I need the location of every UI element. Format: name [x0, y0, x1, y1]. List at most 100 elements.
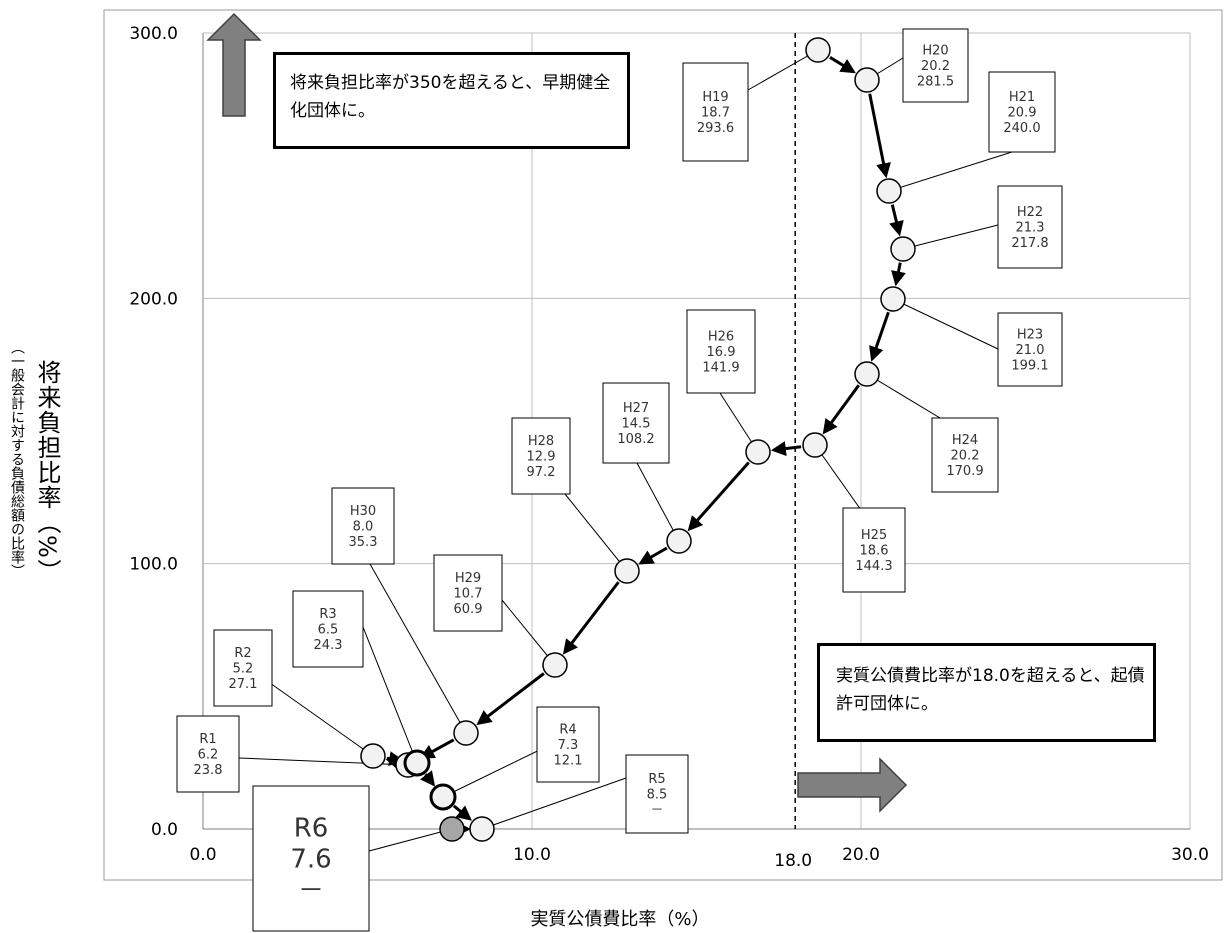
- point-label-text: R6: [294, 813, 329, 843]
- point-label-text: 8.5: [647, 788, 668, 803]
- trend-arrow: [829, 56, 856, 74]
- data-point: [429, 783, 457, 811]
- point-label-text: 170.9: [946, 464, 983, 479]
- x-axis-title: 実質公債費比率（%）: [530, 909, 710, 930]
- point-label-text: 35.3: [349, 535, 378, 550]
- point-label-text: 10.7: [454, 587, 483, 602]
- point-label-text: H24: [952, 433, 978, 448]
- point-label-text: 240.0: [1003, 121, 1040, 136]
- data-point: [360, 743, 386, 769]
- point-label-box: [842, 507, 906, 593]
- point-label-text: 7.3: [558, 738, 579, 753]
- leader-line: [814, 444, 867, 518]
- point-label-box: [536, 706, 600, 783]
- y-tick-label: 0.0: [151, 820, 178, 840]
- point-label-text: 108.2: [617, 432, 654, 447]
- trend-arrow: [638, 546, 668, 565]
- trend-arrow: [822, 384, 860, 435]
- data-point: [876, 178, 902, 204]
- data-point: [542, 652, 568, 678]
- trend-arrow: [420, 770, 436, 787]
- point-label-box: [997, 185, 1063, 269]
- point-label-text: 293.6: [697, 121, 734, 136]
- trend-arrow: [891, 262, 906, 287]
- y-tick-label: 200.0: [129, 289, 178, 309]
- point-label-box: [686, 309, 756, 394]
- point-label-box: [433, 554, 503, 632]
- data-point: [469, 816, 495, 842]
- point-label-text: R1: [199, 732, 216, 747]
- point-label-text: 217.8: [1011, 236, 1048, 251]
- data-point: [802, 432, 828, 458]
- data-point: [880, 286, 906, 312]
- point-label-text: H28: [528, 434, 554, 449]
- point-label-text: H25: [861, 528, 887, 543]
- point-label-box: [292, 590, 364, 668]
- point-label-text: 16.9: [707, 345, 736, 360]
- leader-line: [747, 49, 819, 91]
- data-point: [890, 236, 916, 262]
- point-label-text: 18.7: [701, 106, 730, 121]
- point-label-text: 5.2: [233, 662, 254, 677]
- point-label-text: R5: [648, 772, 665, 787]
- up-arrow-icon: [206, 12, 262, 117]
- x-tick-label: 10.0: [513, 845, 551, 865]
- point-label-text: H26: [708, 329, 734, 344]
- point-label-text: 281.5: [917, 75, 954, 90]
- leader-line: [481, 777, 627, 830]
- point-label-text: R2: [234, 646, 251, 661]
- x-tick-label: 20.0: [842, 845, 880, 865]
- upper-threshold-note: 将来負担比率が350を超えると、早期健全化団体に。: [273, 52, 630, 149]
- trend-arrow: [869, 311, 890, 362]
- leader-line: [501, 599, 556, 666]
- point-label-text: 8.0: [353, 520, 374, 535]
- point-label-text: 144.3: [855, 559, 892, 574]
- y-axis-title: 将来負担比率（%）: [33, 360, 61, 584]
- point-label-text: 24.3: [314, 638, 343, 653]
- data-point: [854, 67, 880, 93]
- x-tick-label: 0.0: [189, 845, 216, 865]
- data-point: [403, 749, 431, 777]
- data-point: [666, 528, 692, 554]
- point-label-text: 23.8: [194, 763, 223, 778]
- point-label-text: 12.1: [554, 754, 583, 769]
- point-label-text: H22: [1017, 205, 1043, 220]
- point-label-box: [931, 417, 999, 493]
- leader-line: [564, 493, 628, 572]
- y-tick-label: 100.0: [129, 555, 178, 575]
- data-point: [614, 558, 640, 584]
- trend-arrow: [476, 672, 545, 726]
- point-label-text: 97.2: [527, 465, 556, 480]
- point-label-box: [331, 487, 395, 565]
- leader-line: [362, 626, 418, 764]
- point-label-text: H19: [702, 90, 728, 105]
- data-point: [745, 439, 771, 465]
- point-label-text: R3: [319, 607, 336, 622]
- leader-line: [888, 151, 1013, 192]
- leader-line: [636, 462, 680, 542]
- point-label-text: H29: [455, 571, 481, 586]
- trend-arrow: [452, 804, 472, 821]
- point-label-text: H20: [922, 43, 948, 58]
- x-tick-label: 30.0: [1171, 845, 1209, 865]
- point-label-text: 141.9: [702, 361, 739, 376]
- point-label-text: 20.2: [921, 59, 950, 74]
- leader-line: [368, 828, 453, 852]
- lower-threshold-note: 実質公債費比率が18.0を超えると、起債許可団体に。: [817, 643, 1156, 742]
- point-label-text: 199.1: [1011, 359, 1048, 374]
- data-point: [453, 720, 479, 746]
- point-label-box: [682, 62, 749, 162]
- point-label-box: [997, 312, 1063, 387]
- y-axis-subtitle: （一般会計に対する負債総額の比率）: [9, 340, 25, 578]
- point-label-text: 14.5: [622, 417, 651, 432]
- point-label-box: [602, 382, 670, 464]
- trend-arrow: [562, 581, 620, 655]
- point-label-text: H30: [350, 504, 376, 519]
- trend-arrow: [687, 461, 750, 532]
- leader-line: [892, 298, 999, 350]
- leader-line: [369, 563, 467, 734]
- trend-arrow: [868, 93, 891, 179]
- data-point: [854, 361, 880, 387]
- point-label-text: H21: [1009, 90, 1035, 105]
- threshold-label: 18.0: [774, 851, 812, 871]
